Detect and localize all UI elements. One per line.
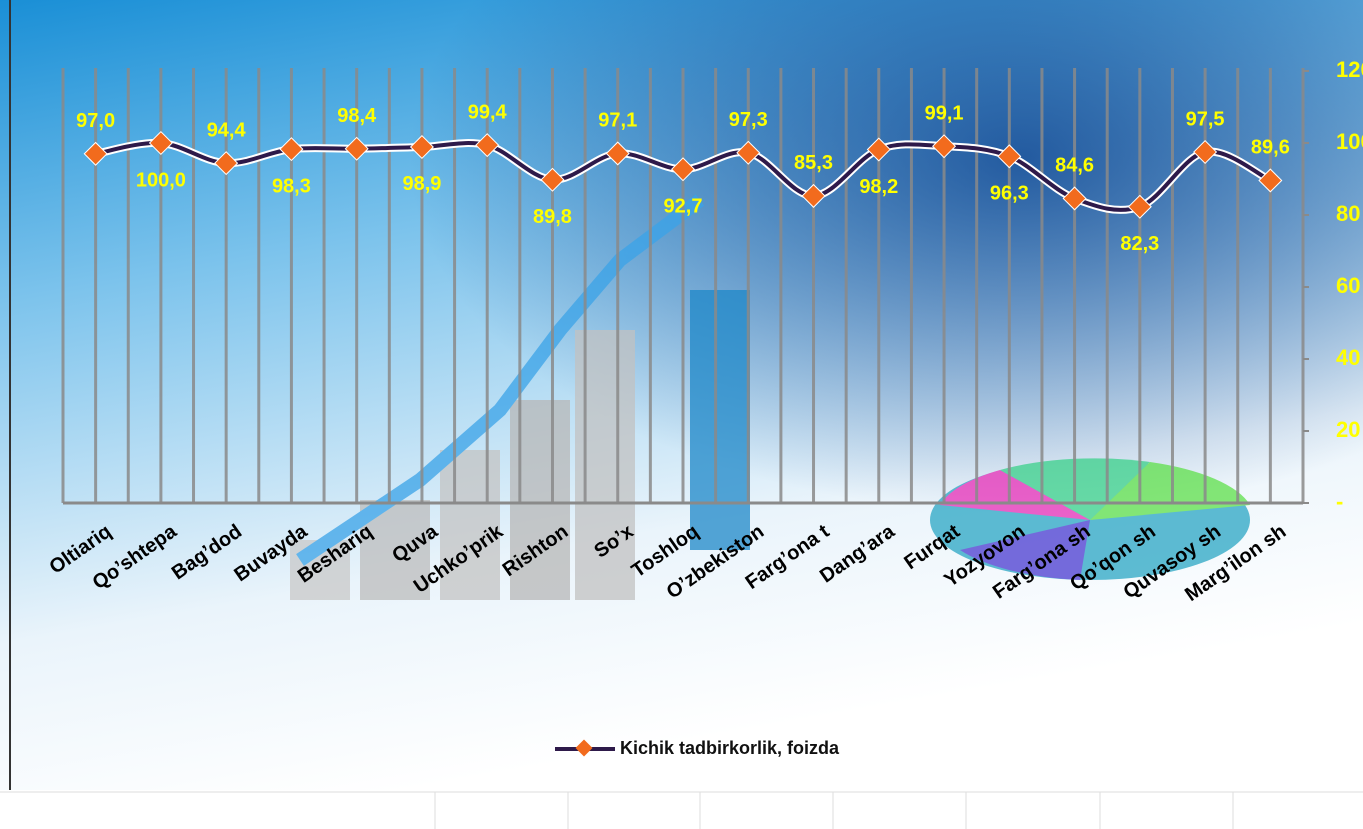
data-label: 98,3 bbox=[272, 175, 311, 197]
legend-label: Kichik tadbirkorlik, foizda bbox=[620, 738, 840, 758]
data-label: 97,5 bbox=[1186, 108, 1225, 130]
data-label: 99,1 bbox=[925, 103, 964, 125]
marker bbox=[409, 134, 434, 159]
decoration bbox=[290, 194, 1250, 600]
marker bbox=[1258, 168, 1283, 193]
marker bbox=[801, 183, 826, 208]
data-label: 98,4 bbox=[337, 105, 377, 127]
marker bbox=[670, 157, 696, 182]
data-label: 97,1 bbox=[598, 110, 637, 132]
marker bbox=[736, 140, 761, 165]
legend-marker bbox=[575, 739, 593, 757]
marker bbox=[605, 141, 630, 166]
marker bbox=[932, 134, 957, 159]
y-tick-label: 120 bbox=[1336, 57, 1363, 82]
data-label: 82,3 bbox=[1120, 233, 1159, 255]
marker bbox=[997, 144, 1022, 169]
data-label: 96,3 bbox=[990, 183, 1029, 205]
y-tick-label: 80 bbox=[1336, 201, 1360, 226]
data-label: 98,9 bbox=[402, 173, 441, 195]
data-label: 94,4 bbox=[207, 119, 247, 141]
data-label: 84,6 bbox=[1055, 155, 1094, 177]
marker bbox=[475, 133, 500, 158]
data-label: 99,4 bbox=[468, 101, 508, 123]
bottom-strip bbox=[0, 791, 1363, 829]
y-tick-label: - bbox=[1336, 489, 1343, 514]
data-label: 100,0 bbox=[136, 169, 186, 191]
y-tick-label: 20 bbox=[1336, 417, 1360, 442]
marker bbox=[214, 151, 239, 176]
marker bbox=[866, 137, 891, 162]
marker bbox=[344, 136, 369, 161]
data-label: 89,8 bbox=[533, 206, 572, 228]
marker bbox=[148, 130, 173, 156]
y-tick-label: 60 bbox=[1336, 273, 1360, 298]
marker bbox=[1062, 186, 1087, 211]
data-label: 92,7 bbox=[664, 196, 703, 218]
marker bbox=[279, 137, 304, 162]
data-label: 97,3 bbox=[729, 109, 768, 131]
data-label: 97,0 bbox=[76, 110, 115, 132]
y-tick-label: 100 bbox=[1336, 129, 1363, 154]
y-tick-label: 40 bbox=[1336, 345, 1360, 370]
data-label: 89,6 bbox=[1251, 137, 1290, 159]
data-label: 98,2 bbox=[859, 176, 898, 198]
data-label: 85,3 bbox=[794, 152, 833, 174]
marker bbox=[540, 167, 565, 192]
marker bbox=[1127, 194, 1152, 219]
marker bbox=[1193, 139, 1218, 165]
legend: Kichik tadbirkorlik, foizda bbox=[555, 738, 840, 758]
marker bbox=[83, 141, 108, 166]
